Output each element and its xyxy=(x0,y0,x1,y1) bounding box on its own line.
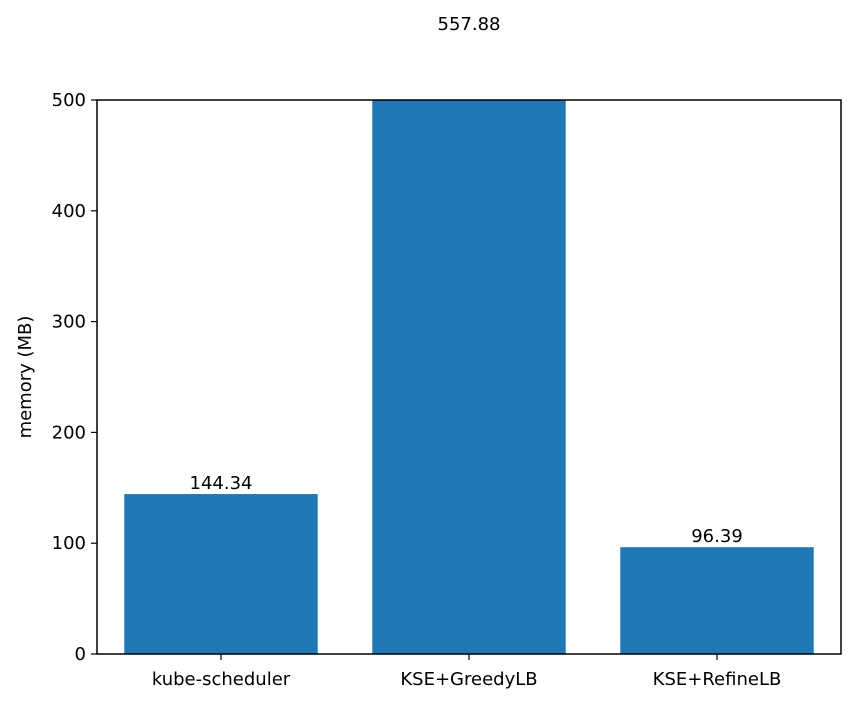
y-tick-label-0: 0 xyxy=(75,644,86,665)
bar-0 xyxy=(124,494,318,654)
y-axis-title: memory (MB) xyxy=(15,316,36,439)
x-tick-label-0: kube-scheduler xyxy=(152,669,291,690)
bar-value-label-0: 144.34 xyxy=(190,473,253,494)
y-tick-label-3: 300 xyxy=(52,312,86,333)
x-tick-label-1: KSE+GreedyLB xyxy=(400,669,537,690)
bar-2 xyxy=(620,547,814,654)
y-tick-label-1: 100 xyxy=(52,533,86,554)
y-axis: 0 100 200 300 400 500 xyxy=(52,90,97,665)
bar-value-labels: 144.34 557.88 96.39 xyxy=(190,14,743,547)
y-tick-label-4: 400 xyxy=(52,201,86,222)
bar-value-label-1: 557.88 xyxy=(438,14,501,35)
x-axis: kube-scheduler KSE+GreedyLB KSE+RefineLB xyxy=(152,654,782,690)
bars-group xyxy=(124,100,814,654)
bar-value-label-2: 96.39 xyxy=(691,526,743,547)
y-tick-label-2: 200 xyxy=(52,422,86,443)
plot-frame xyxy=(96,99,842,655)
bar-1 xyxy=(372,100,566,654)
y-tick-label-5: 500 xyxy=(52,90,86,111)
x-tick-label-2: KSE+RefineLB xyxy=(653,669,782,690)
